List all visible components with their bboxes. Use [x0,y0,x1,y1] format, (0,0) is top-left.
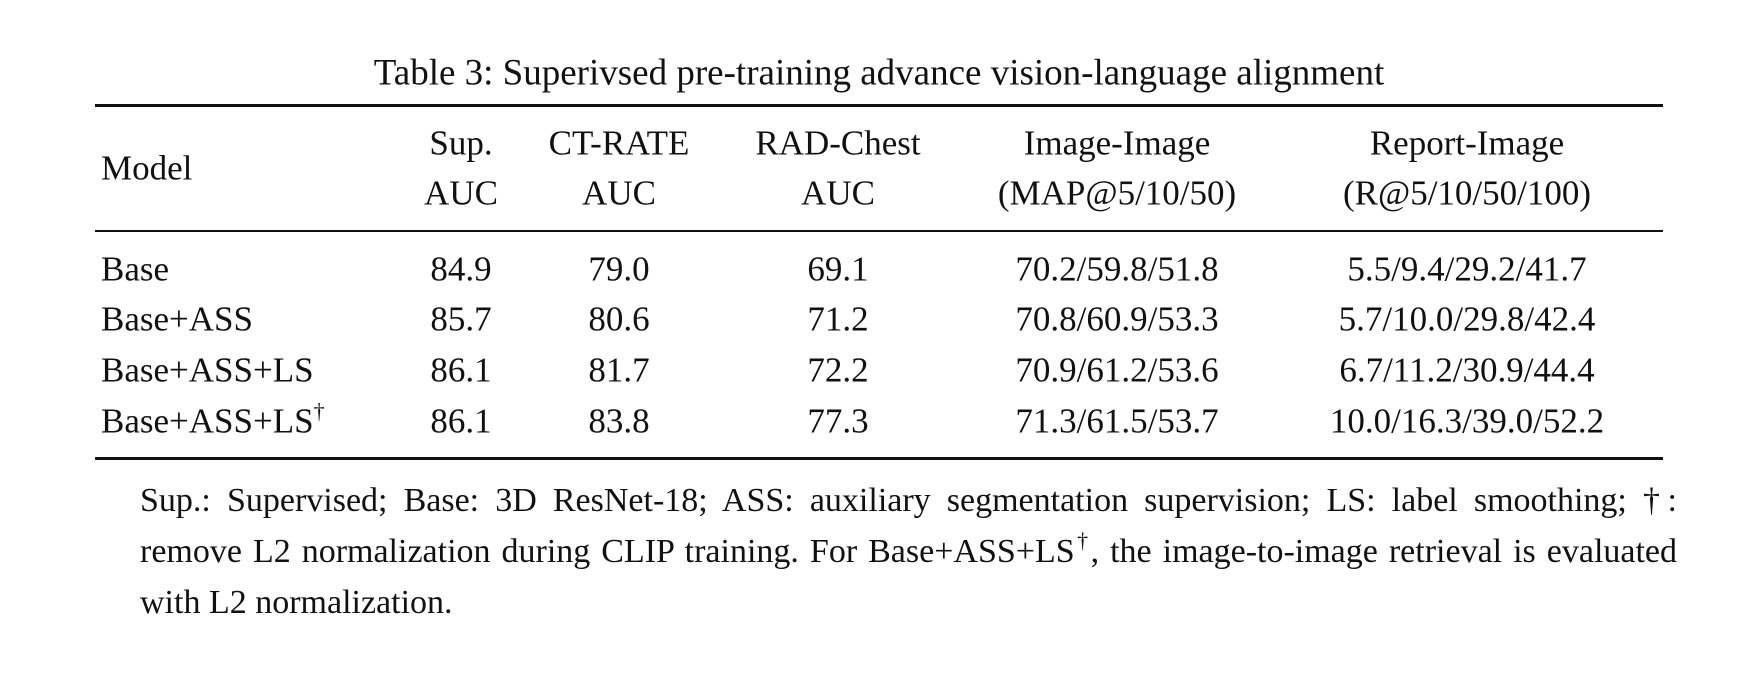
cell: 77.3 [807,401,869,441]
footnote-rest: , the image-to-image retrieval is evalua… [140,533,1678,621]
cell: 79.0 [588,249,650,289]
model-name: Base+ASS+LS [101,401,314,441]
header-cell: AUC [582,173,656,213]
cell: 5.5/9.4/29.2/41.7 [1347,249,1587,289]
footnote: Sup.: Supervised; Base: 3D ResNet-18; AS… [140,475,1677,628]
header-cell: (MAP@5/10/50) [997,173,1237,213]
cell: 10.0/16.3/39.0/52.2 [1329,401,1605,441]
cell: 69.1 [807,249,869,289]
cell: 86.1 [430,350,492,390]
model-name: Base+ASS [101,299,253,339]
cell: 70.8/60.9/53.3 [1015,299,1219,339]
footnote-text: Sup.: Supervised; Base: 3D ResNet-18; AS… [140,482,1677,570]
cell: 80.6 [588,299,650,339]
model-name: Base+ASS+LS [101,350,314,390]
row-label: Base+ASS [101,302,253,337]
cell: 70.9/61.2/53.6 [1015,350,1219,390]
model-name: Base [101,249,170,289]
header-cell: AUC [424,173,498,213]
cell: 84.9 [430,249,492,289]
cell: 71.3/61.5/53.7 [1015,401,1219,441]
cell: 72.2 [807,350,869,390]
row-label: Base [101,252,169,287]
caption: Table 3: Superivsed pre-training advance… [373,52,1385,94]
top-rule [95,104,1663,107]
cell: 85.7 [430,299,492,339]
row-label: Base+ASS+LS† [101,400,325,441]
cell: 81.7 [588,350,650,390]
header-cell: Model [101,148,193,188]
cell: 83.8 [588,401,650,441]
footnote-dagger: † [1074,528,1091,553]
cell: 71.2 [807,299,869,339]
header-cell: RAD-Chest [755,123,921,163]
cell: 86.1 [430,401,492,441]
header-cell: Sup. [429,123,493,163]
mid-rule [95,230,1663,232]
dagger: † [313,398,325,424]
cell: 6.7/11.2/30.9/44.4 [1339,350,1595,390]
header-cell: CT-RATE [548,123,690,163]
cell: 5.7/10.0/29.8/42.4 [1338,299,1596,339]
bottom-rule [95,457,1663,460]
row-label: Base+ASS+LS [101,353,314,388]
header-cell: Report-Image [1369,123,1565,163]
header-cell: AUC [801,173,875,213]
header-cell: Image-Image [1023,123,1211,163]
cell: 70.2/59.8/51.8 [1015,249,1219,289]
header-cell: (R@5/10/50/100) [1342,173,1592,213]
